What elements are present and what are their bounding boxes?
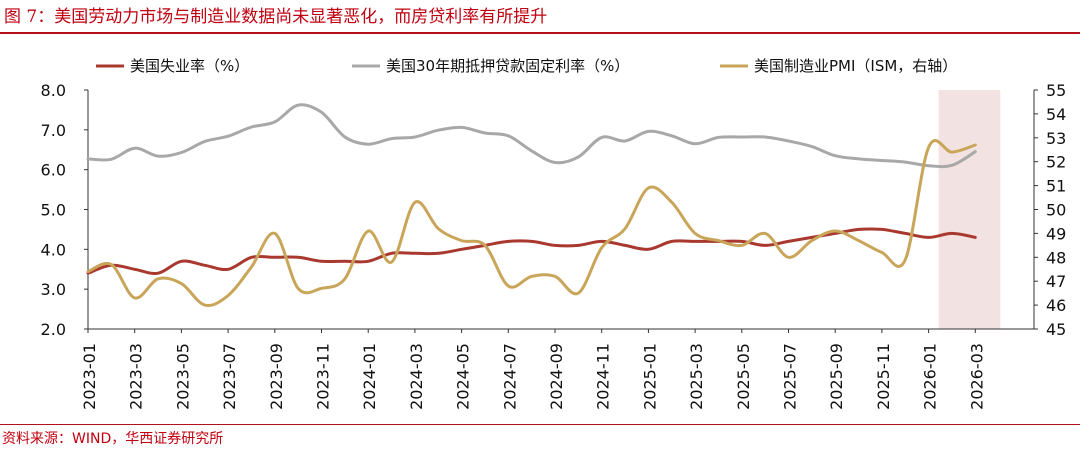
mortgage-rate-30y-line xyxy=(86,103,977,169)
x-tick-label: 2025-11 xyxy=(874,343,893,410)
x-tick-label: 2023-03 xyxy=(127,343,146,410)
y-left-tick-label: 8.0 xyxy=(41,81,66,100)
x-tick-label: 2025-03 xyxy=(687,343,706,410)
x-tick-label: 2023-09 xyxy=(267,343,286,410)
y-right-tick-label: 48 xyxy=(1046,248,1066,267)
x-tick-label: 2024-07 xyxy=(500,343,519,410)
x-tick-label: 2025-05 xyxy=(734,343,753,410)
x-tick-label: 2023-01 xyxy=(80,343,99,410)
axes-layer: 2.0 3.0 4.0 5.0 6.0 7.0 8.0 45 46 47 48 49 50 51 52 53 5… xyxy=(41,81,1067,410)
legend-item-unemployment: 美国失业率（%） xyxy=(96,57,249,75)
legend-item-mortgage-rate: 美国30年期抵押贷款固定利率（%） xyxy=(352,57,629,75)
x-tick-label: 2025-09 xyxy=(827,343,846,410)
ism-pmi-line xyxy=(86,139,977,308)
y-right-tick-label: 51 xyxy=(1046,177,1066,196)
x-tick-label: 2023-05 xyxy=(173,343,192,410)
x-tick-label: 2024-05 xyxy=(454,343,473,410)
legend-label: 美国失业率（%） xyxy=(130,57,249,75)
x-tick-label: 2025-01 xyxy=(640,343,659,410)
y-right-tick-label: 46 xyxy=(1046,296,1066,315)
y-right-tick-label: 53 xyxy=(1046,129,1066,148)
x-tick-label: 2024-11 xyxy=(594,343,613,410)
source-note: 资料来源：WIND，华西证券研究所 xyxy=(2,431,224,447)
y-right-tick-label: 47 xyxy=(1046,272,1066,291)
y-right-tick-label: 45 xyxy=(1046,320,1066,339)
y-right-tick-label: 54 xyxy=(1046,105,1066,124)
title-divider xyxy=(0,32,1080,34)
x-tick-label: 2026-03 xyxy=(967,343,986,410)
x-tick-label: 2025-07 xyxy=(781,343,800,410)
legend-item-ism-pmi: 美国制造业PMI（ISM，右轴） xyxy=(720,57,957,75)
y-right-tick-label: 52 xyxy=(1046,153,1066,172)
x-tick-label: 2024-03 xyxy=(407,343,426,410)
y-left-tick-label: 6.0 xyxy=(41,161,66,180)
y-left-tick-label: 2.0 xyxy=(41,320,66,339)
y-left-tick-label: 7.0 xyxy=(41,121,66,140)
y-left-tick-label: 3.0 xyxy=(41,280,66,299)
x-tick-label: 2023-11 xyxy=(314,343,333,410)
y-right-tick-label: 49 xyxy=(1046,224,1066,243)
footer-divider xyxy=(0,424,1080,425)
legend-label: 美国30年期抵押贷款固定利率（%） xyxy=(386,57,629,75)
x-tick-label: 2023-07 xyxy=(220,343,239,410)
shaded-region xyxy=(938,90,1001,329)
y-left-tick-label: 4.0 xyxy=(41,240,66,259)
x-tick-label: 2024-01 xyxy=(360,343,379,410)
unemployment-rate-line xyxy=(86,227,977,275)
y-right-tick-label: 50 xyxy=(1046,201,1066,220)
y-left-tick-label: 5.0 xyxy=(41,201,66,220)
legend: 美国失业率（%） 美国30年期抵押贷款固定利率（%） 美国制造业PMI（ISM，右轴… xyxy=(96,57,957,75)
series-lines-layer xyxy=(86,103,977,308)
page-title: 图 7：美国劳动力市场与制造业数据尚未显著恶化，而房贷利率有所提升 xyxy=(4,7,548,27)
x-tick-label: 2024-09 xyxy=(547,343,566,410)
legend-label: 美国制造业PMI（ISM，右轴） xyxy=(754,57,957,75)
y-right-tick-label: 55 xyxy=(1046,81,1066,100)
shaded-region-layer xyxy=(938,90,1001,329)
x-tick-label: 2026-01 xyxy=(921,343,940,410)
